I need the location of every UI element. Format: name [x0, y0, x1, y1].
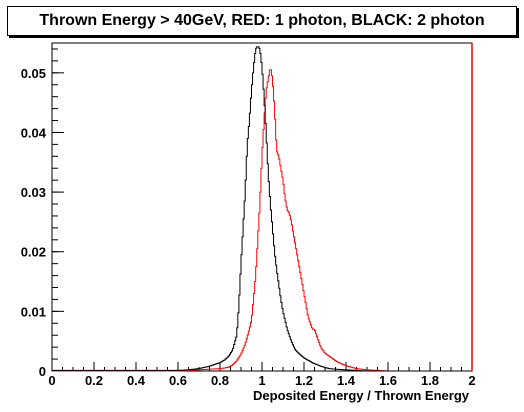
x-tick-label: 1 [258, 373, 265, 388]
chart-title: Thrown Energy > 40GeV, RED: 1 photon, BL… [7, 6, 517, 36]
y-tick-label: 0.04 [21, 125, 47, 140]
x-tick-label: 0 [48, 373, 55, 388]
x-tick-label: 0.8 [211, 373, 229, 388]
x-tick-label: 1.6 [379, 373, 397, 388]
y-tick-label: 0.01 [21, 304, 46, 319]
histogram-series-1 [52, 69, 472, 372]
x-axis-label: Deposited Energy / Thrown Energy [253, 388, 470, 403]
x-tick-label: 0.6 [169, 373, 187, 388]
axis-ticks: 0 0.2 0.4 0.6 0.8 1 1.2 1.4 1.6 1.8 2 0 0.01 0.02 0.03… [21, 48, 476, 388]
x-tick-label: 1.2 [295, 373, 313, 388]
x-tick-label: 0.4 [127, 373, 146, 388]
x-tick-label: 1.8 [421, 373, 439, 388]
y-tick-label: 0.03 [21, 185, 46, 200]
x-tick-label: 2 [468, 373, 475, 388]
series-layer [51, 43, 473, 372]
plot-frame [51, 42, 473, 372]
histogram-series-2 [51, 46, 472, 372]
x-tick-label: 1.4 [337, 373, 356, 388]
y-tick-label: 0.02 [21, 245, 46, 260]
y-tick-label: 0 [39, 364, 46, 379]
x-tick-label: 0.2 [85, 373, 103, 388]
y-tick-label: 0.05 [21, 66, 46, 81]
